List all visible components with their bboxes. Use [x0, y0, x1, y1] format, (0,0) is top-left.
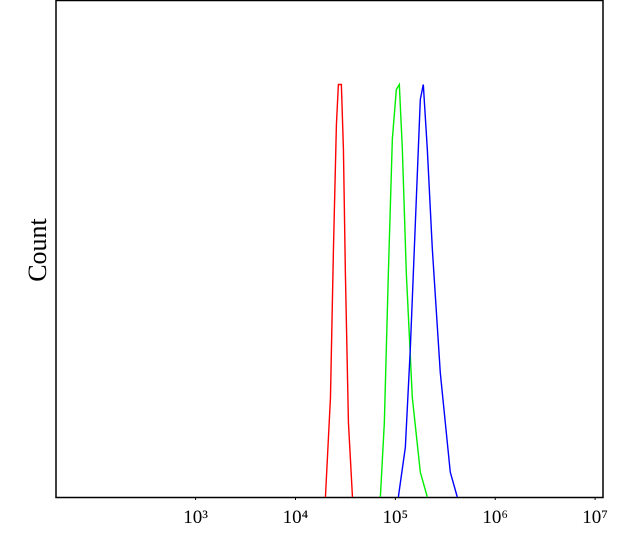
histogram-line — [379, 82, 428, 498]
histogram-line — [397, 84, 458, 498]
y-axis-label: Count — [23, 217, 52, 281]
x-tick-label: 10⁶ — [482, 507, 508, 528]
plot-frame — [55, 0, 604, 499]
x-tick-label: 10³ — [183, 507, 208, 528]
x-tick-label: 10⁴ — [283, 507, 309, 528]
histogram-line — [324, 83, 354, 498]
x-tick-label: 10⁷ — [582, 507, 608, 528]
x-tick-label: 10⁵ — [383, 507, 409, 528]
